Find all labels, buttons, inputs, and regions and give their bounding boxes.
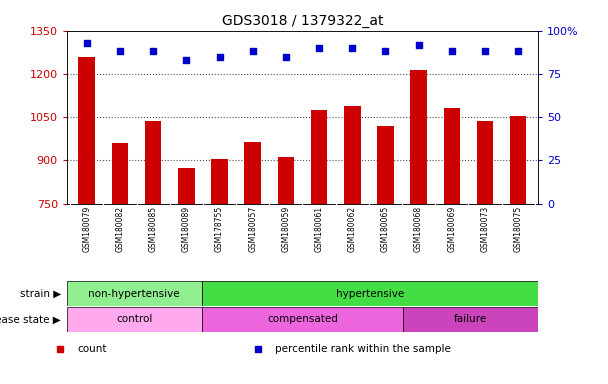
Text: count: count [77,344,106,354]
Bar [510,116,527,204]
Text: compensated: compensated [267,314,338,324]
Point [347,45,357,51]
Text: GSM180079: GSM180079 [82,206,91,252]
Point [248,48,258,55]
Bar [377,126,394,204]
Text: GSM180065: GSM180065 [381,206,390,252]
Text: GSM180089: GSM180089 [182,206,191,252]
Point [480,48,490,55]
Bar [112,143,128,204]
Bar [178,167,195,204]
Text: GSM180085: GSM180085 [149,206,157,252]
Bar [278,157,294,204]
Text: control: control [116,314,153,324]
Text: GSM180073: GSM180073 [480,206,489,252]
Text: GSM180068: GSM180068 [414,206,423,252]
Bar [443,108,460,204]
Bar [201,307,404,332]
Point [314,45,324,51]
Text: percentile rank within the sample: percentile rank within the sample [275,344,451,354]
Bar [311,110,327,204]
Text: GSM178755: GSM178755 [215,206,224,252]
Point [281,53,291,60]
Bar [211,159,228,204]
Text: GSM180069: GSM180069 [447,206,456,252]
Text: GSM180059: GSM180059 [282,206,291,252]
Point [82,40,92,46]
Point [381,48,390,55]
Text: GSM180075: GSM180075 [514,206,523,252]
Bar [201,281,538,306]
Text: GSM180057: GSM180057 [248,206,257,252]
Point [414,41,424,48]
Point [148,48,158,55]
Bar [477,121,493,204]
Text: non-hypertensive: non-hypertensive [88,288,180,299]
Text: GSM180082: GSM180082 [116,206,125,252]
Bar [344,106,361,204]
Bar [67,307,201,332]
Point [115,48,125,55]
Bar [244,142,261,204]
Text: disease state ▶: disease state ▶ [0,314,61,324]
Title: GDS3018 / 1379322_at: GDS3018 / 1379322_at [222,14,383,28]
Text: strain ▶: strain ▶ [19,288,61,299]
Text: GSM180062: GSM180062 [348,206,357,252]
Text: hypertensive: hypertensive [336,288,404,299]
Point [181,57,191,63]
Text: GSM180061: GSM180061 [314,206,323,252]
Bar [410,70,427,204]
Bar [145,121,162,204]
Point [513,48,523,55]
Text: failure: failure [454,314,488,324]
Bar [78,56,95,204]
Bar [67,281,201,306]
Point [215,53,224,60]
Bar [404,307,538,332]
Point [447,48,457,55]
